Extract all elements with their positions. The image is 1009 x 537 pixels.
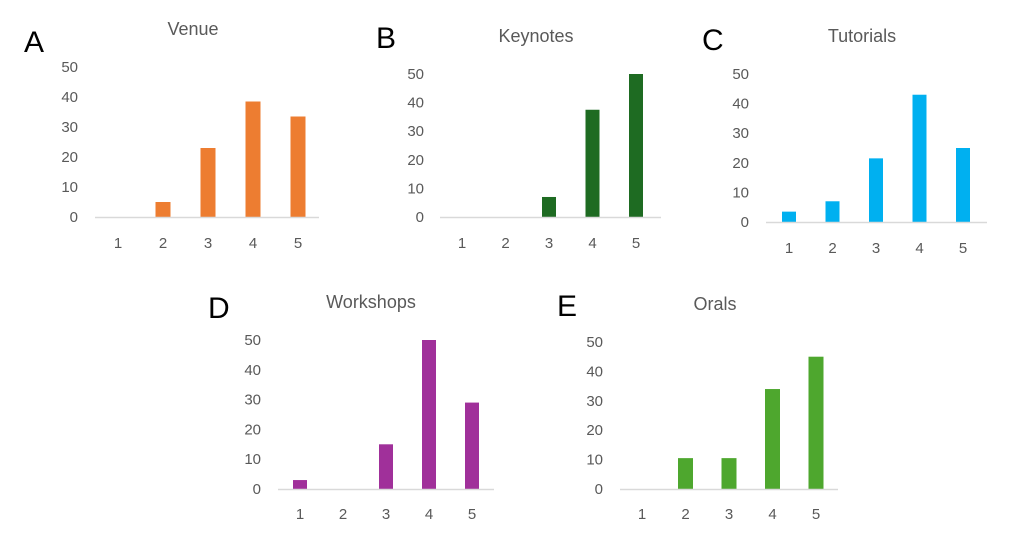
y-tick-label: 10 — [244, 451, 261, 468]
bar-d-3 — [379, 444, 393, 489]
x-tick-label: 1 — [458, 235, 466, 252]
bar-e-3 — [721, 458, 737, 489]
x-tick-label: 2 — [501, 235, 509, 252]
x-tick-label: 5 — [632, 235, 640, 252]
bar-c-5 — [956, 148, 970, 222]
chart-title-a: Venue — [167, 19, 218, 39]
panel-letter-b: B — [376, 22, 396, 55]
bar-a-4 — [245, 101, 261, 217]
panel-letter-e: E — [557, 290, 577, 323]
y-tick-label: 10 — [732, 184, 749, 201]
y-tick-label: 50 — [407, 66, 424, 83]
y-tick-label: 30 — [407, 123, 424, 140]
x-tick-label: 4 — [588, 235, 596, 252]
x-tick-label: 3 — [725, 506, 733, 523]
y-tick-label: 30 — [732, 125, 749, 142]
y-tick-label: 0 — [595, 481, 603, 498]
bar-e-4 — [765, 389, 780, 489]
bar-b-4 — [585, 109, 600, 217]
chart-panel-e: E Orals 0 10 20 30 40 50 1 2 3 4 5 — [557, 290, 838, 523]
y-tick-label: 30 — [61, 119, 78, 136]
x-tick-label: 5 — [959, 240, 967, 257]
x-tick-label: 4 — [249, 235, 257, 252]
x-tick-label: 4 — [425, 506, 433, 523]
y-tick-label: 20 — [732, 155, 749, 172]
x-tick-label: 2 — [339, 506, 347, 523]
y-tick-label: 20 — [586, 422, 603, 439]
bar-d-4 — [422, 340, 436, 489]
bar-e-2 — [678, 458, 693, 489]
x-tick-label: 2 — [828, 240, 836, 257]
x-tick-label: 2 — [681, 506, 689, 523]
x-tick-label: 4 — [915, 240, 923, 257]
chart-panel-a: A Venue 0 10 20 30 40 50 1 2 3 4 5 — [24, 19, 319, 252]
x-tick-label: 1 — [114, 235, 122, 252]
x-tick-label: 3 — [545, 235, 553, 252]
bar-b-5 — [629, 74, 643, 217]
bar-a-2 — [155, 202, 171, 217]
y-tick-label: 20 — [407, 152, 424, 169]
x-tick-label: 1 — [638, 506, 646, 523]
bar-a-3 — [200, 148, 216, 217]
x-tick-label: 3 — [382, 506, 390, 523]
y-tick-label: 0 — [253, 481, 261, 498]
x-tick-label: 5 — [294, 235, 302, 252]
chart-title-e: Orals — [693, 294, 736, 314]
chart-panel-d: D Workshops 0 10 20 30 40 50 1 2 3 4 5 — [208, 292, 494, 523]
y-tick-label: 0 — [416, 209, 424, 226]
bar-c-2 — [825, 201, 840, 222]
y-tick-label: 40 — [586, 363, 603, 380]
y-tick-label: 50 — [61, 59, 78, 76]
y-tick-label: 50 — [586, 334, 603, 351]
y-tick-label: 40 — [407, 95, 424, 112]
y-tick-label: 10 — [586, 452, 603, 469]
x-tick-label: 5 — [812, 506, 820, 523]
panel-letter-d: D — [208, 292, 230, 325]
panel-letter-a: A — [24, 26, 44, 59]
y-tick-label: 10 — [61, 179, 78, 196]
bar-d-1 — [293, 480, 307, 489]
bar-a-5 — [290, 116, 306, 217]
bar-c-4 — [912, 94, 927, 222]
y-tick-label: 0 — [741, 214, 749, 231]
y-tick-label: 30 — [586, 393, 603, 410]
bar-d-5 — [465, 402, 479, 489]
panel-letter-c: C — [702, 24, 724, 57]
y-tick-label: 20 — [61, 149, 78, 166]
chart-title-c: Tutorials — [828, 26, 896, 46]
x-tick-label: 3 — [872, 240, 880, 257]
bar-b-3 — [542, 196, 556, 217]
chart-panel-c: C Tutorials 0 10 20 30 40 50 1 2 3 4 5 — [702, 24, 987, 257]
x-tick-label: 2 — [159, 235, 167, 252]
y-tick-label: 50 — [244, 332, 261, 349]
x-tick-label: 4 — [768, 506, 776, 523]
y-tick-label: 0 — [70, 209, 78, 226]
x-tick-label: 1 — [785, 240, 793, 257]
x-tick-label: 1 — [296, 506, 304, 523]
y-tick-label: 40 — [732, 96, 749, 113]
y-tick-label: 20 — [244, 421, 261, 438]
x-tick-label: 5 — [468, 506, 476, 523]
y-tick-label: 10 — [407, 180, 424, 197]
y-tick-label: 40 — [244, 362, 261, 379]
chart-title-b: Keynotes — [498, 26, 573, 46]
bar-c-3 — [869, 158, 883, 222]
chart-title-d: Workshops — [326, 292, 416, 312]
bar-c-1 — [782, 211, 796, 222]
chart-panel-b: B Keynotes 0 10 20 30 40 50 1 2 3 4 5 — [376, 22, 661, 252]
y-tick-label: 40 — [61, 89, 78, 106]
x-tick-label: 3 — [204, 235, 212, 252]
y-tick-label: 30 — [244, 392, 261, 409]
bar-e-5 — [808, 356, 824, 489]
y-tick-label: 50 — [732, 66, 749, 83]
